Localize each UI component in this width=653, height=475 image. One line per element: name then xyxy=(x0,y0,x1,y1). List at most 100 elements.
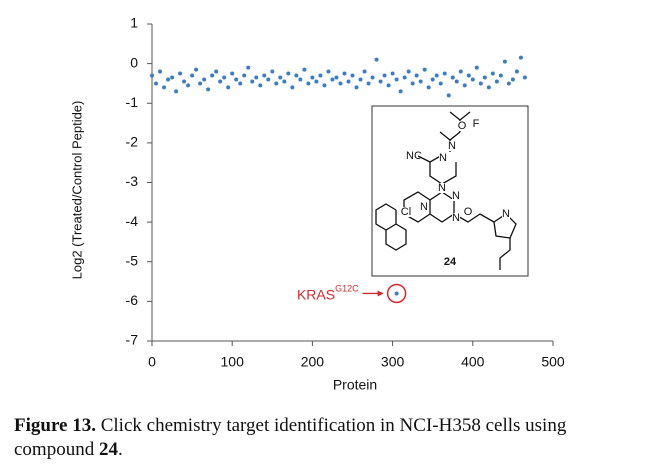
x-tick-label: 400 xyxy=(461,354,485,370)
structure-label: F xyxy=(473,118,480,130)
structure-label: N xyxy=(452,212,460,224)
point xyxy=(198,81,203,86)
point xyxy=(338,81,343,86)
point xyxy=(242,73,247,78)
point xyxy=(394,77,399,82)
y-tick-label: -3 xyxy=(126,173,139,189)
point xyxy=(390,71,395,76)
point xyxy=(150,73,154,78)
point xyxy=(474,65,479,70)
point xyxy=(522,75,527,80)
caption-compound: 24 xyxy=(98,439,118,460)
point xyxy=(482,75,487,80)
structure-label: N xyxy=(438,182,446,194)
point xyxy=(470,77,475,82)
x-tick-label: 500 xyxy=(541,354,565,370)
point xyxy=(326,69,331,74)
label-bg xyxy=(452,213,460,223)
arrow-head xyxy=(377,290,384,297)
highlight-ring xyxy=(386,283,407,304)
point xyxy=(454,79,459,84)
x-axis-label: Protein xyxy=(333,377,377,393)
point xyxy=(174,89,179,94)
point xyxy=(222,75,227,80)
caption-text: Click chemistry target identification in… xyxy=(14,415,567,460)
point xyxy=(374,57,379,62)
point xyxy=(434,73,439,78)
point xyxy=(458,69,463,74)
highlight-point xyxy=(394,291,399,296)
point xyxy=(478,81,483,86)
point xyxy=(330,77,335,82)
point xyxy=(346,79,351,84)
point xyxy=(518,55,523,60)
label-bg xyxy=(458,121,466,131)
y-tick-label: 0 xyxy=(130,54,138,70)
point xyxy=(342,71,347,76)
point xyxy=(438,81,443,86)
point xyxy=(370,75,375,80)
label-bg xyxy=(420,202,428,212)
point xyxy=(158,69,163,74)
point xyxy=(510,77,515,82)
point xyxy=(362,69,367,74)
structure-label: 24 xyxy=(444,256,457,268)
point xyxy=(422,67,427,72)
point xyxy=(278,75,283,80)
annotation-text: KRAS xyxy=(297,286,335,302)
point xyxy=(182,79,187,84)
point xyxy=(214,69,219,74)
point xyxy=(202,77,207,82)
point xyxy=(286,71,291,76)
point xyxy=(334,75,339,80)
structure-label: O xyxy=(458,120,467,132)
y-axis-label: Log2 (Treated/Control Peptide) xyxy=(69,101,84,280)
label-bg xyxy=(448,141,456,151)
point xyxy=(446,93,451,98)
point xyxy=(186,83,191,88)
point xyxy=(386,83,391,88)
point xyxy=(430,77,435,82)
point xyxy=(258,83,263,88)
point xyxy=(190,73,195,78)
point xyxy=(514,69,519,74)
structure-label: N xyxy=(420,201,428,213)
point xyxy=(486,85,491,90)
x-tick-label: 200 xyxy=(301,354,325,370)
point xyxy=(226,85,231,90)
point xyxy=(306,81,311,86)
point xyxy=(302,67,307,72)
x-tick-label: 100 xyxy=(221,354,245,370)
x-tick-label: 300 xyxy=(381,354,405,370)
y-tick-label: -6 xyxy=(126,292,139,308)
structure-label: N xyxy=(502,208,510,220)
point xyxy=(350,73,355,78)
point xyxy=(262,73,267,78)
label-bg xyxy=(464,207,472,217)
label-bg xyxy=(452,191,460,201)
point xyxy=(294,73,299,78)
point xyxy=(274,81,279,86)
point xyxy=(170,75,175,80)
annotation: KRASG12C xyxy=(297,284,359,302)
point xyxy=(494,79,499,84)
point xyxy=(406,69,411,74)
point xyxy=(234,77,239,82)
y-tick-label: -1 xyxy=(126,94,139,110)
y-tick-label: -4 xyxy=(126,213,139,229)
point xyxy=(254,75,259,80)
label-bg xyxy=(402,207,410,217)
label-bg xyxy=(438,183,446,193)
label-bg xyxy=(502,209,510,219)
point xyxy=(506,81,511,86)
point xyxy=(218,79,223,84)
point xyxy=(310,75,315,80)
point xyxy=(358,77,363,82)
structure-label: N xyxy=(439,152,447,164)
caption-end: . xyxy=(117,439,123,460)
point xyxy=(238,81,243,86)
point xyxy=(154,81,159,86)
point xyxy=(502,59,507,64)
